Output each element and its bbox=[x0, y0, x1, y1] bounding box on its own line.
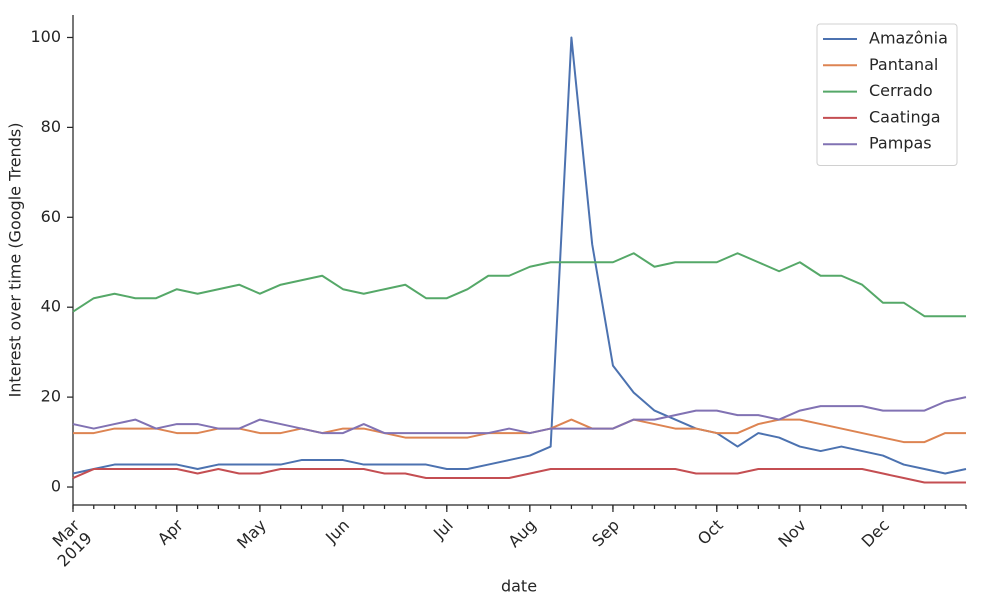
y-axis-label: Interest over time (Google Trends) bbox=[6, 123, 25, 398]
x-tick-label: Dec bbox=[858, 516, 893, 551]
line-series bbox=[72, 36, 967, 475]
x-axis-label: date bbox=[501, 577, 537, 596]
line-series bbox=[72, 468, 966, 484]
legend-label: Pampas bbox=[869, 134, 932, 153]
x-tick-label: Oct bbox=[694, 516, 727, 549]
legend-label: Pantanal bbox=[869, 55, 938, 74]
y-tick-label: 20 bbox=[41, 387, 61, 406]
x-tick-label: May bbox=[233, 516, 270, 553]
y-tick-label: 0 bbox=[51, 477, 61, 496]
legend-label: Amazônia bbox=[869, 29, 948, 48]
x-tick-label: Mar2019 bbox=[41, 515, 96, 570]
y-tick-label: 100 bbox=[30, 27, 61, 46]
x-tick-label: Jun bbox=[321, 516, 353, 548]
y-tick-label: 80 bbox=[41, 117, 61, 136]
legend-label: Caatinga bbox=[869, 107, 941, 126]
line-series bbox=[72, 252, 966, 318]
x-tick-label: Apr bbox=[154, 515, 187, 548]
y-tick-label: 60 bbox=[41, 207, 61, 226]
legend-label: Cerrado bbox=[869, 81, 933, 100]
x-tick-label: Nov bbox=[774, 516, 810, 552]
x-tick-label: Jul bbox=[429, 516, 457, 544]
x-tick-label: Aug bbox=[504, 516, 540, 552]
line-series bbox=[72, 396, 967, 435]
y-tick-label: 40 bbox=[41, 297, 61, 316]
legend: Amazônia Pantanal Cerrado Caatinga Pampas bbox=[816, 23, 958, 166]
x-tick-label: Sep bbox=[588, 516, 623, 551]
legend-box bbox=[816, 23, 958, 166]
